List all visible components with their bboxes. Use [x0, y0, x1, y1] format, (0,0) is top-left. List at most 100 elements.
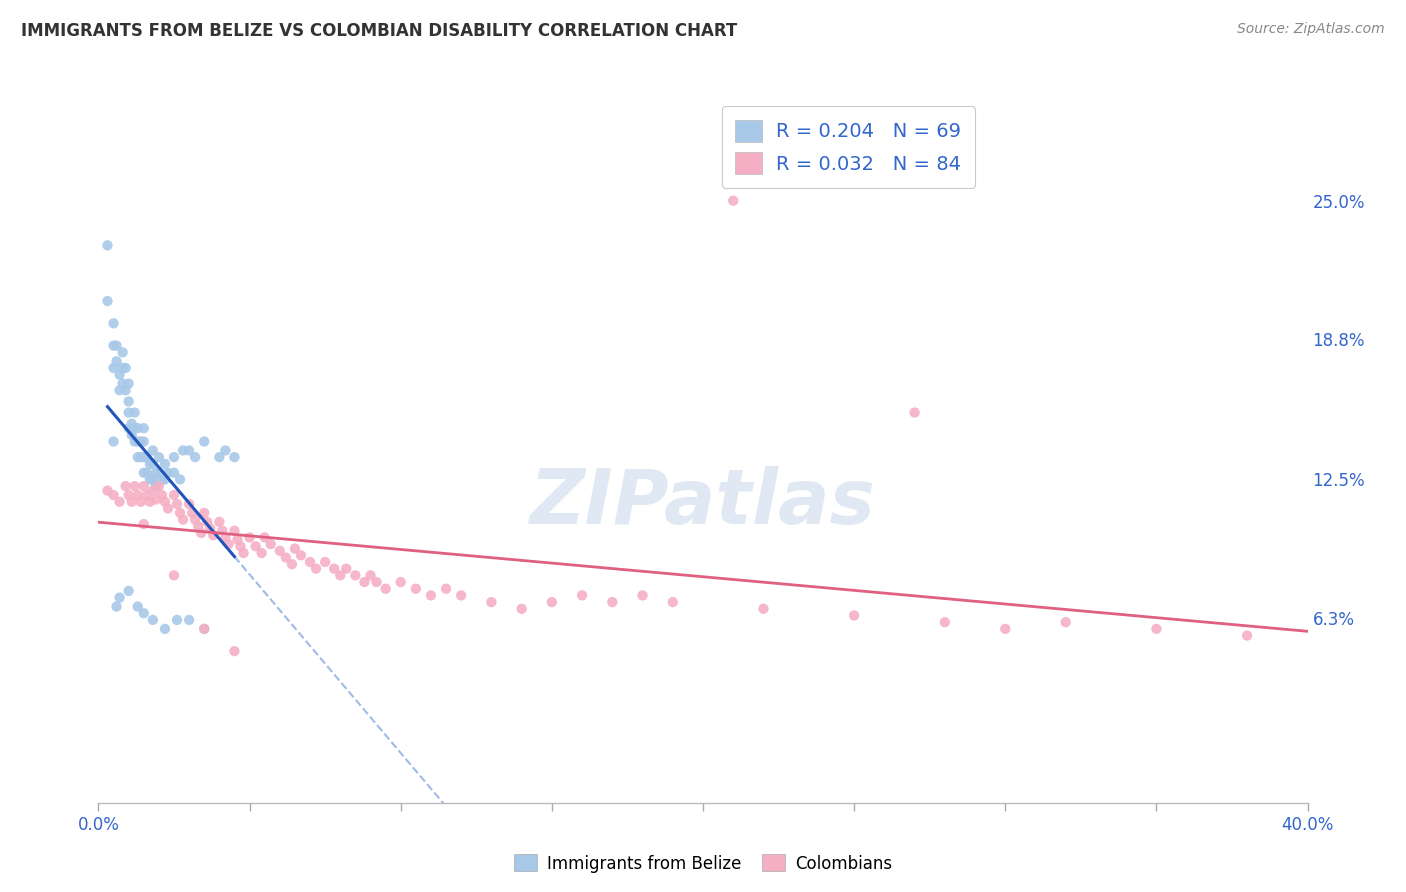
Point: [389, 574, 412, 589]
Point: [103, 361, 125, 376]
Point: [156, 466, 179, 480]
Point: [118, 394, 141, 409]
Point: [353, 574, 375, 589]
Point: [114, 384, 136, 398]
Point: [335, 562, 357, 576]
Point: [118, 421, 141, 435]
Point: [108, 591, 131, 605]
Point: [118, 405, 141, 420]
Point: [169, 506, 191, 520]
Point: [142, 473, 165, 487]
Point: [153, 473, 176, 487]
Point: [360, 568, 382, 582]
Point: [148, 466, 170, 480]
Point: [208, 515, 231, 529]
Point: [217, 537, 239, 551]
Point: [602, 595, 624, 609]
Point: [314, 555, 336, 569]
Point: [253, 530, 276, 544]
Point: [121, 494, 143, 508]
Point: [142, 443, 165, 458]
Text: ZIPatlas: ZIPatlas: [530, 467, 876, 540]
Point: [193, 622, 215, 636]
Point: [172, 443, 194, 458]
Point: [181, 506, 204, 520]
Point: [148, 450, 170, 464]
Point: [179, 443, 201, 458]
Point: [108, 384, 131, 398]
Point: [290, 548, 312, 563]
Point: [224, 450, 246, 464]
Point: [1236, 628, 1258, 642]
Point: [166, 497, 188, 511]
Point: [184, 512, 207, 526]
Point: [904, 405, 927, 420]
Point: [844, 608, 866, 623]
Point: [142, 483, 165, 498]
Point: [305, 562, 328, 576]
Point: [329, 568, 352, 582]
Point: [114, 361, 136, 376]
Point: [250, 546, 273, 560]
Point: [132, 421, 155, 435]
Point: [150, 473, 173, 487]
Point: [96, 238, 118, 252]
Point: [163, 568, 186, 582]
Point: [344, 568, 367, 582]
Point: [103, 488, 125, 502]
Text: IMMIGRANTS FROM BELIZE VS COLOMBIAN DISABILITY CORRELATION CHART: IMMIGRANTS FROM BELIZE VS COLOMBIAN DISA…: [21, 22, 737, 40]
Text: Source: ZipAtlas.com: Source: ZipAtlas.com: [1237, 22, 1385, 37]
Point: [631, 589, 654, 603]
Point: [200, 521, 222, 535]
Point: [190, 525, 212, 540]
Point: [994, 622, 1017, 636]
Point: [135, 466, 157, 480]
Point: [153, 457, 176, 471]
Point: [132, 517, 155, 532]
Point: [139, 494, 162, 508]
Point: [723, 194, 745, 208]
Point: [169, 473, 191, 487]
Point: [111, 361, 134, 376]
Point: [224, 524, 246, 538]
Point: [323, 562, 346, 576]
Point: [166, 613, 188, 627]
Point: [111, 345, 134, 359]
Point: [105, 354, 128, 368]
Point: [124, 421, 146, 435]
Point: [153, 622, 176, 636]
Point: [135, 450, 157, 464]
Point: [187, 519, 209, 533]
Point: [145, 492, 167, 507]
Point: [105, 338, 128, 352]
Point: [156, 501, 179, 516]
Point: [129, 450, 152, 464]
Point: [214, 530, 236, 544]
Point: [179, 497, 201, 511]
Point: [571, 589, 593, 603]
Point: [108, 494, 131, 508]
Point: [434, 582, 457, 596]
Point: [96, 483, 118, 498]
Point: [139, 457, 162, 471]
Point: [127, 488, 149, 502]
Point: [127, 450, 149, 464]
Point: [214, 443, 236, 458]
Point: [366, 574, 388, 589]
Point: [284, 541, 307, 556]
Point: [245, 539, 267, 553]
Point: [260, 537, 283, 551]
Point: [135, 488, 157, 502]
Point: [132, 466, 155, 480]
Point: [153, 494, 176, 508]
Point: [129, 434, 152, 449]
Point: [195, 515, 218, 529]
Point: [179, 613, 201, 627]
Point: [142, 457, 165, 471]
Point: [124, 405, 146, 420]
Point: [540, 595, 562, 609]
Point: [420, 589, 443, 603]
Point: [145, 479, 167, 493]
Point: [163, 488, 186, 502]
Point: [752, 601, 775, 615]
